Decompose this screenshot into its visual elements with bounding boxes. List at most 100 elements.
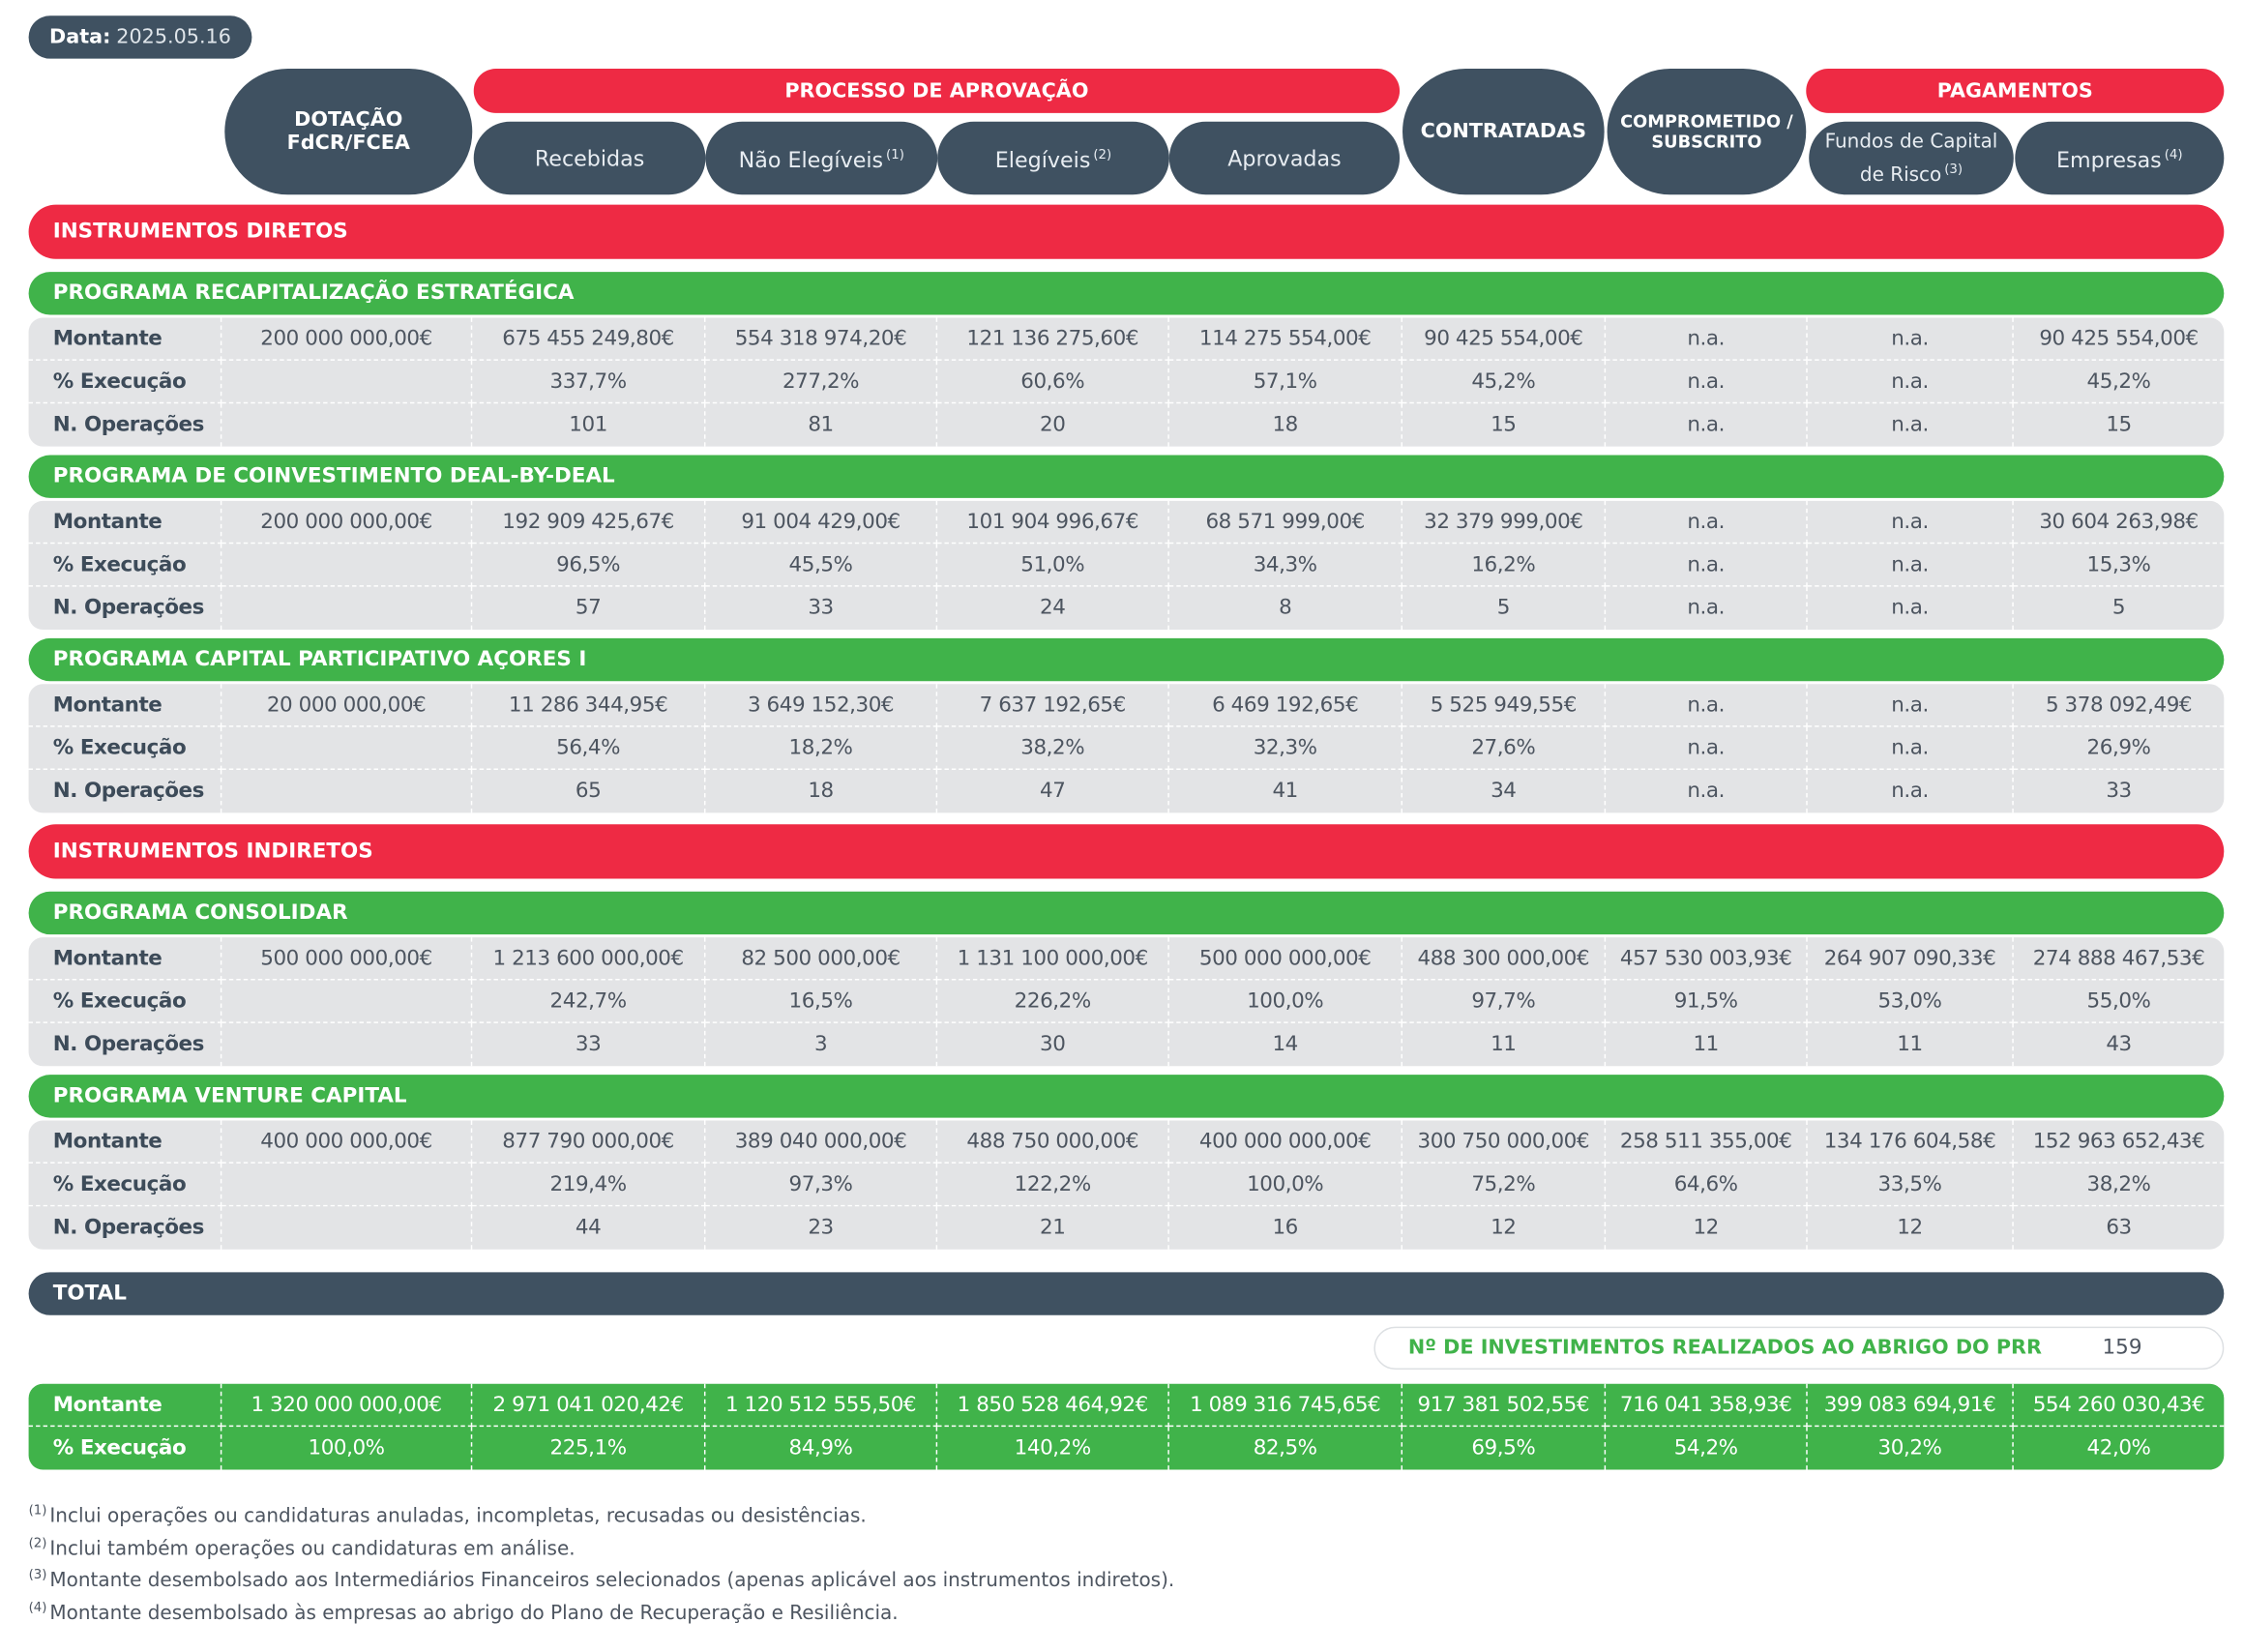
cell: 97,3% [705,1163,938,1207]
row-label: % Execução [28,726,222,771]
cell: 121 136 275,60€ [937,317,1169,361]
sub-header-text: Não Elegíveis (1) [739,141,904,174]
cell: 2 971 041 020,42€ [472,1383,706,1428]
processo-column: Recebidas [473,121,706,195]
program-bar: PROGRAMA VENTURE CAPITAL [28,1075,2225,1118]
row-label: N. Operações [29,403,222,447]
footnote-text: Montante desembolsado aos Intermediários… [49,1569,1175,1593]
cell: n.a. [1807,317,2014,361]
cell: 63 [2106,1216,2132,1240]
cell: 488 300 000,00€ [1402,937,1607,981]
cell: 114 275 554,00€ [1168,317,1403,361]
cell [221,1163,473,1207]
program-bar: PROGRAMA RECAPITALIZAÇÃO ESTRATÉGICA [28,272,2225,315]
row-label: Montante [28,317,222,361]
cell: 38,2% [2013,1164,2225,1207]
cell: 27,6% [1402,726,1607,771]
cell: 400 000 000,00€ [221,1120,473,1164]
footnote: (4) Montante desembolsado às empresas ao … [26,1595,2225,1627]
data-block: Montante 200 000 000,00€ 192 909 425,67€ 91… [28,500,2225,631]
row-label: Montante [28,1120,222,1164]
cell: 65 [472,770,706,813]
cell: 1 089 316 745,65€ [1168,1383,1403,1428]
cell: 51,0% [937,544,1169,587]
cell: 21 [937,1206,1169,1250]
cell: 12 [1402,1206,1607,1250]
cell: 1 213 600 000,00€ [472,937,706,981]
cell: 400 000 000,00€ [1168,1120,1403,1164]
cell: 47 [937,770,1169,813]
table-body: INSTRUMENTOS DIRETOS PROGRAMA RECAPITALIZ… [26,204,2225,1628]
cell: 200 000 000,00€ [221,317,473,361]
investimentos-pill: Nº DE INVESTIMENTOS REALIZADOS AO ABRIGO… [1373,1326,2225,1370]
processo-column: Não Elegíveis (1) [705,121,938,195]
sub-header-label: Elegíveis [994,147,1091,174]
row-label: N. Operações [29,586,222,631]
processo-column: Elegíveis (2) [937,121,1169,195]
row-label: % Execução [28,360,222,404]
cell [221,770,473,813]
cell: 20 [937,403,1169,447]
cell: 225,1% [472,1427,706,1470]
cell: n.a. [1807,684,2014,727]
row-label: N. Operações [29,1206,222,1250]
investimentos-label: Nº DE INVESTIMENTOS REALIZADOS AO ABRIGO… [1407,1336,2042,1360]
cell: 1 320 000 000,00€ [221,1383,473,1428]
program-bar: PROGRAMA CAPITAL PARTICIPATIVO AÇORES I [28,637,2225,682]
cell: 917 381 502,55€ [1402,1383,1607,1428]
cell: 500 000 000,00€ [221,937,473,981]
cell: 91 004 429,00€ [705,500,938,545]
row-label: % Execução [29,1427,222,1470]
cell: 554 318 974,20€ [705,317,938,361]
cell: 258 511 355,00€ [1606,1120,1808,1164]
cell: n.a. [1606,317,1808,361]
footnote: (1) Inclui operações ou candidaturas anul… [26,1498,2225,1530]
sub-header-text: Elegíveis (2) [995,141,1111,174]
total-bar: TOTAL [28,1272,2225,1315]
cell: 12 [1808,1206,2014,1250]
cell: n.a. [1606,500,1808,545]
cell: 5 378 092,49€ [2013,684,2225,727]
cell: n.a. [1807,726,2014,771]
cell: 41 [1169,770,1403,813]
cell: 337,7% [472,360,706,404]
data-block: Montante 400 000 000,00€ 877 790 000,00€ 38… [28,1120,2225,1250]
cell: 18,2% [705,726,938,771]
cell: n.a. [1606,770,1808,813]
cell: 68 571 999,00€ [1168,500,1403,545]
cell: 101 [472,403,706,447]
cell: 32,3% [1168,726,1403,771]
total-block: Montante 1 320 000 000,00€ 2 971 041 020,4… [28,1383,2225,1470]
footnote: (3) Montante desembolsado aos Intermediár… [26,1563,2225,1595]
cell [221,403,473,447]
header-line: SUBSCRITO [1651,132,1762,152]
row-label: Montante [28,1383,222,1428]
group-bar: INSTRUMENTOS DIRETOS [28,204,2225,259]
pagamentos-column: Fundos de Capital de Risco (3) [1809,121,2014,195]
cell: 5 [1402,586,1607,631]
cell: 100,0% [1168,1163,1403,1207]
cell: n.a. [1606,403,1808,447]
cell: n.a. [1606,544,1808,587]
dotacao-header: DOTAÇÃO FdCR/FCEA [224,69,473,195]
cell: 54,2% [1606,1427,1808,1470]
sub-header-label: Fundos de Capital de Risco [1824,130,1998,187]
cell: 57 [472,586,706,631]
row-label: % Execução [28,544,222,587]
footnote-text: Montante desembolsado às empresas ao abr… [49,1601,899,1625]
cell: 11 286 344,95€ [472,684,706,727]
cell: 300 750 000,00€ [1402,1120,1607,1164]
header-line: DOTAÇÃO [294,108,403,133]
cell: 44 [472,1206,706,1250]
cell: 1 850 528 464,92€ [937,1383,1169,1428]
cell: 16 [1169,1206,1403,1250]
cell: 30 604 263,98€ [2013,501,2225,545]
program-bar: PROGRAMA DE COINVESTIMENTO DEAL-BY-DEAL [28,455,2225,498]
processo-title: PROCESSO DE APROVAÇÃO [784,79,1089,103]
cell: 554 260 030,43€ [2013,1384,2225,1428]
cell: 45,5% [705,544,938,587]
cell: 12 [1606,1206,1808,1250]
row-label: Montante [28,937,222,981]
cell: 16,2% [1402,544,1607,587]
sub-header-text: Empresas (4) [2056,141,2183,174]
